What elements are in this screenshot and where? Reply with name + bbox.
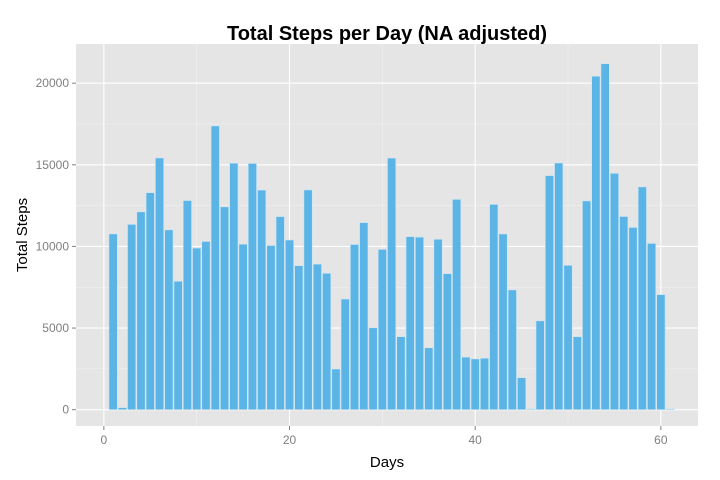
- bar-day-12: [210, 125, 220, 410]
- bar-day-43: [498, 233, 508, 410]
- bar-day-47: [535, 320, 545, 410]
- bar-day-9: [182, 200, 192, 410]
- x-tick-label: 40: [469, 433, 483, 447]
- bar-day-48: [544, 175, 554, 410]
- bar-day-16: [247, 163, 257, 410]
- x-axis-label: Days: [370, 454, 404, 471]
- y-tick-label: 10000: [36, 239, 70, 253]
- bar-day-28: [359, 222, 369, 410]
- bar-day-6: [155, 157, 165, 410]
- bar-day-35: [424, 347, 434, 410]
- bar-day-61: [665, 408, 675, 410]
- bar-day-29: [368, 327, 378, 410]
- y-tick-label: 5000: [42, 321, 69, 335]
- bar-day-7: [164, 229, 174, 410]
- bar-day-17: [257, 189, 267, 410]
- bar-day-24: [322, 272, 332, 410]
- bar-day-51: [572, 336, 582, 410]
- bar-day-33: [405, 236, 415, 410]
- bar-day-11: [201, 241, 211, 410]
- bar-day-31: [387, 157, 397, 410]
- bar-day-58: [637, 186, 647, 410]
- chart-title: Total Steps per Day (NA adjusted): [227, 23, 547, 45]
- bar-day-32: [396, 336, 406, 410]
- bar-day-60: [656, 294, 666, 410]
- bar-day-49: [554, 162, 564, 410]
- bar-day-13: [220, 206, 230, 410]
- bar-day-21: [294, 265, 304, 410]
- bar-day-26: [340, 298, 350, 410]
- y-tick-label: 15000: [36, 158, 70, 172]
- bar-day-30: [377, 249, 387, 410]
- bar-day-50: [563, 265, 573, 410]
- bar-day-14: [229, 162, 239, 410]
- bar-day-4: [136, 211, 146, 410]
- bar-day-41: [479, 357, 489, 410]
- bar-day-1: [108, 233, 118, 410]
- bar-day-38: [452, 199, 462, 410]
- bar-day-40: [470, 358, 480, 410]
- bar-day-2: [117, 407, 127, 410]
- bar-day-59: [647, 243, 657, 410]
- bar-day-56: [619, 216, 629, 410]
- bar-day-20: [285, 239, 295, 410]
- bar-day-52: [582, 200, 592, 410]
- bar-day-53: [591, 75, 601, 410]
- bar-day-5: [145, 192, 155, 410]
- bar-day-42: [489, 204, 499, 410]
- bar-day-44: [507, 289, 517, 410]
- bar-day-39: [461, 356, 471, 410]
- x-axis-ticks: 0 20 40 60: [101, 426, 668, 447]
- bar-day-18: [266, 245, 276, 410]
- bars: [108, 63, 675, 410]
- bar-day-19: [275, 216, 285, 410]
- y-axis-label: Total Steps: [14, 198, 31, 272]
- y-axis-ticks: 0 5000 10000 15000 20000: [36, 76, 76, 417]
- x-tick-label: 20: [283, 433, 297, 447]
- bar-day-23: [312, 263, 322, 410]
- bar-day-27: [350, 244, 359, 410]
- bar-day-34: [415, 236, 424, 410]
- y-tick-label: 0: [62, 403, 69, 417]
- bar-day-25: [331, 368, 341, 410]
- bar-day-54: [600, 63, 610, 410]
- bar-day-15: [238, 243, 248, 410]
- bar-day-55: [609, 173, 619, 410]
- bar-day-8: [173, 280, 183, 410]
- bar-day-3: [127, 224, 137, 410]
- bar-day-45: [517, 377, 527, 410]
- bar-day-10: [192, 247, 202, 410]
- x-tick-label: 0: [101, 433, 108, 447]
- y-tick-label: 20000: [36, 76, 70, 90]
- x-tick-label: 60: [654, 433, 668, 447]
- bar-day-22: [303, 189, 313, 410]
- bar-day-36: [433, 238, 443, 410]
- bar-day-37: [442, 273, 452, 410]
- bar-day-46: [526, 408, 536, 410]
- bar-day-57: [628, 227, 638, 410]
